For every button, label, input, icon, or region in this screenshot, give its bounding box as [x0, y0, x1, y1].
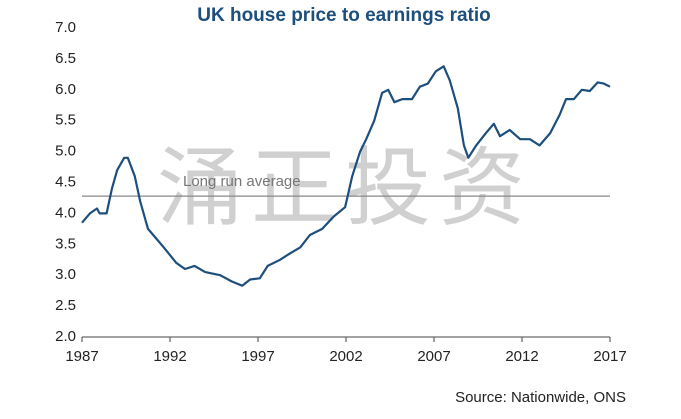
y-tick-label: 4.5 [55, 173, 76, 190]
y-tick-label: 5.0 [55, 143, 76, 160]
x-tick-label: 2017 [593, 348, 626, 365]
x-tick-label: 1987 [65, 348, 98, 365]
y-tick-label: 3.5 [55, 235, 76, 252]
y-tick-label: 6.0 [55, 81, 76, 98]
x-tick-label: 2002 [329, 348, 362, 365]
x-tick-label: 1992 [153, 348, 186, 365]
y-tick-label: 2.0 [55, 328, 76, 345]
y-tick-label: 2.5 [55, 297, 76, 314]
y-tick-label: 6.5 [55, 50, 76, 67]
x-tick-label: 2012 [505, 348, 538, 365]
x-tick-label: 1997 [241, 348, 274, 365]
data-line [81, 65, 611, 287]
watermark: 涌正投资 [157, 139, 533, 239]
x-tick-label: 2007 [417, 348, 450, 365]
y-tick-label: 5.5 [55, 112, 76, 129]
chart-title: UK house price to earnings ratio [197, 5, 491, 26]
y-tick-label: 4.0 [55, 204, 76, 221]
reference-label: Long run average [183, 173, 301, 190]
y-tick-label: 3.0 [55, 266, 76, 283]
source: Source: Nationwide, ONS [455, 389, 626, 406]
y-tick-label: 7.0 [55, 19, 76, 36]
